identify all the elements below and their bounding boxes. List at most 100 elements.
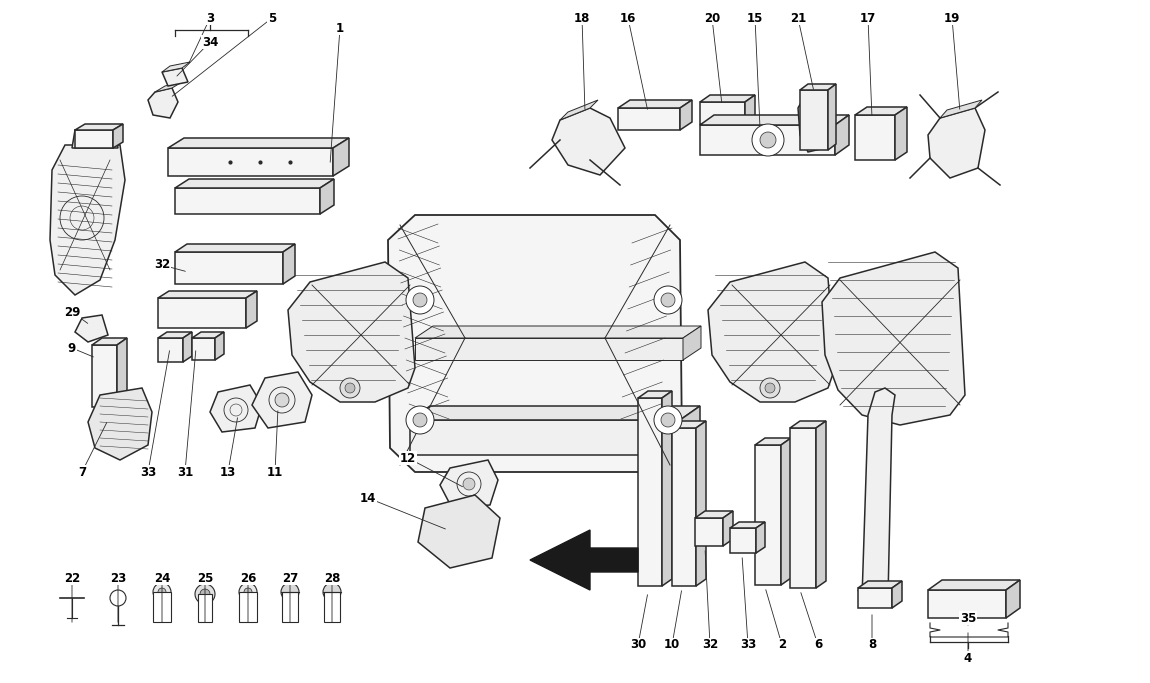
Polygon shape bbox=[411, 406, 700, 420]
Circle shape bbox=[760, 378, 780, 398]
Text: 28: 28 bbox=[324, 572, 340, 585]
Polygon shape bbox=[183, 332, 192, 362]
Bar bbox=[239, 592, 256, 622]
Polygon shape bbox=[530, 530, 638, 590]
Circle shape bbox=[244, 588, 252, 596]
Polygon shape bbox=[158, 338, 183, 362]
Text: 19: 19 bbox=[944, 12, 960, 25]
Circle shape bbox=[765, 383, 775, 393]
Circle shape bbox=[323, 583, 342, 601]
Polygon shape bbox=[800, 84, 836, 90]
Polygon shape bbox=[168, 138, 348, 148]
Polygon shape bbox=[89, 388, 152, 460]
Polygon shape bbox=[618, 100, 692, 108]
Text: 24: 24 bbox=[154, 572, 170, 585]
Circle shape bbox=[413, 293, 427, 307]
Polygon shape bbox=[854, 115, 895, 160]
Polygon shape bbox=[756, 438, 791, 445]
Polygon shape bbox=[700, 95, 756, 102]
Polygon shape bbox=[334, 138, 348, 176]
Circle shape bbox=[661, 293, 675, 307]
Polygon shape bbox=[92, 345, 117, 407]
Polygon shape bbox=[835, 115, 849, 155]
Polygon shape bbox=[175, 252, 283, 284]
Polygon shape bbox=[113, 124, 123, 148]
Text: 13: 13 bbox=[220, 466, 236, 479]
Polygon shape bbox=[552, 108, 624, 175]
Circle shape bbox=[345, 383, 355, 393]
Polygon shape bbox=[672, 428, 696, 586]
Polygon shape bbox=[158, 298, 246, 328]
Polygon shape bbox=[928, 108, 986, 178]
Polygon shape bbox=[175, 244, 296, 252]
Polygon shape bbox=[388, 215, 682, 472]
Polygon shape bbox=[730, 522, 765, 528]
Text: 6: 6 bbox=[814, 639, 822, 652]
Polygon shape bbox=[320, 179, 334, 214]
Circle shape bbox=[340, 378, 360, 398]
Polygon shape bbox=[672, 421, 706, 428]
Polygon shape bbox=[415, 326, 702, 338]
Polygon shape bbox=[246, 291, 256, 328]
Polygon shape bbox=[816, 421, 826, 588]
Polygon shape bbox=[49, 145, 125, 295]
Text: 31: 31 bbox=[177, 466, 193, 479]
Polygon shape bbox=[638, 398, 662, 586]
Polygon shape bbox=[895, 107, 907, 160]
Text: 27: 27 bbox=[282, 572, 298, 585]
Circle shape bbox=[413, 413, 427, 427]
Polygon shape bbox=[695, 518, 723, 546]
Polygon shape bbox=[723, 511, 733, 546]
Text: 32: 32 bbox=[702, 639, 718, 652]
Circle shape bbox=[752, 124, 784, 156]
Polygon shape bbox=[158, 332, 192, 338]
Text: 17: 17 bbox=[860, 12, 876, 25]
Circle shape bbox=[200, 589, 210, 599]
Text: 16: 16 bbox=[620, 12, 636, 25]
Polygon shape bbox=[618, 108, 680, 130]
Polygon shape bbox=[1006, 580, 1020, 618]
Polygon shape bbox=[822, 252, 965, 425]
Polygon shape bbox=[192, 332, 224, 338]
Text: 3: 3 bbox=[206, 12, 214, 25]
Polygon shape bbox=[411, 420, 680, 455]
Polygon shape bbox=[892, 581, 902, 608]
Polygon shape bbox=[75, 315, 108, 342]
Text: 35: 35 bbox=[960, 611, 976, 624]
Circle shape bbox=[281, 583, 299, 601]
Polygon shape bbox=[858, 581, 902, 588]
Text: 34: 34 bbox=[201, 36, 218, 48]
Polygon shape bbox=[283, 244, 296, 284]
Polygon shape bbox=[700, 102, 745, 124]
Polygon shape bbox=[858, 388, 895, 598]
Text: 1: 1 bbox=[336, 21, 344, 35]
Polygon shape bbox=[756, 522, 765, 553]
Text: 14: 14 bbox=[360, 492, 376, 505]
Polygon shape bbox=[680, 406, 700, 455]
Polygon shape bbox=[415, 338, 683, 360]
Text: 20: 20 bbox=[704, 12, 720, 25]
Polygon shape bbox=[148, 88, 178, 118]
Text: 25: 25 bbox=[197, 572, 213, 585]
Polygon shape bbox=[696, 421, 706, 586]
Polygon shape bbox=[75, 124, 123, 130]
Polygon shape bbox=[252, 372, 312, 428]
Text: 29: 29 bbox=[63, 305, 80, 318]
Text: 21: 21 bbox=[790, 12, 806, 25]
Text: 10: 10 bbox=[664, 639, 680, 652]
Circle shape bbox=[406, 406, 434, 434]
Polygon shape bbox=[940, 100, 982, 118]
Circle shape bbox=[158, 588, 166, 596]
Polygon shape bbox=[695, 511, 733, 518]
Polygon shape bbox=[162, 62, 190, 72]
Polygon shape bbox=[175, 179, 334, 188]
Polygon shape bbox=[155, 82, 182, 92]
Text: 12: 12 bbox=[400, 451, 416, 464]
Text: 15: 15 bbox=[746, 12, 764, 25]
Polygon shape bbox=[798, 88, 830, 152]
Polygon shape bbox=[928, 580, 1020, 590]
Polygon shape bbox=[288, 262, 415, 402]
Polygon shape bbox=[117, 338, 126, 407]
Polygon shape bbox=[162, 68, 187, 86]
Circle shape bbox=[275, 393, 289, 407]
